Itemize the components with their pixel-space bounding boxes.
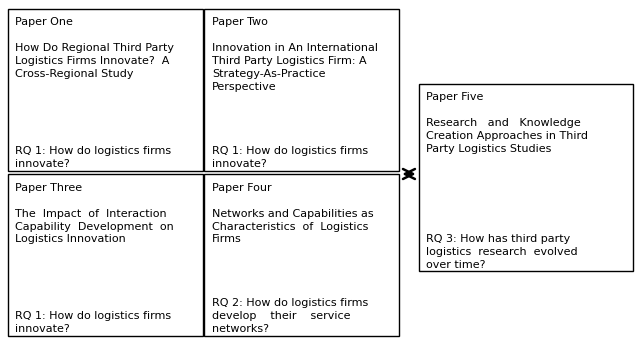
- Text: The  Impact  of  Interaction
Capability  Development  on
Logistics Innovation: The Impact of Interaction Capability Dev…: [15, 209, 174, 244]
- Text: Innovation in An International
Third Party Logistics Firm: A
Strategy-As-Practic: Innovation in An International Third Par…: [212, 44, 378, 92]
- Text: Paper One: Paper One: [15, 17, 73, 27]
- Text: RQ 1: How do logistics firms
innovate?: RQ 1: How do logistics firms innovate?: [15, 146, 171, 169]
- Text: Networks and Capabilities as
Characteristics  of  Logistics
Firms: Networks and Capabilities as Characteris…: [212, 209, 374, 244]
- Text: Paper Five: Paper Five: [426, 92, 484, 102]
- Text: Paper Two: Paper Two: [212, 17, 268, 27]
- Text: RQ 2: How do logistics firms
develop    their    service
networks?: RQ 2: How do logistics firms develop the…: [212, 299, 369, 334]
- Text: RQ 1: How do logistics firms
innovate?: RQ 1: How do logistics firms innovate?: [15, 311, 171, 334]
- Text: Paper Three: Paper Three: [15, 183, 82, 193]
- Text: RQ 3: How has third party
logistics  research  evolved
over time?: RQ 3: How has third party logistics rese…: [426, 234, 578, 270]
- Text: How Do Regional Third Party
Logistics Firms Innovate?  A
Cross-Regional Study: How Do Regional Third Party Logistics Fi…: [15, 44, 174, 79]
- Text: Paper Four: Paper Four: [212, 183, 272, 193]
- Bar: [419, 84, 633, 271]
- Bar: [8, 174, 203, 336]
- Text: Research   and   Knowledge
Creation Approaches in Third
Party Logistics Studies: Research and Knowledge Creation Approach…: [426, 118, 589, 154]
- Bar: [204, 174, 399, 336]
- Bar: [8, 9, 203, 171]
- Bar: [204, 9, 399, 171]
- Text: RQ 1: How do logistics firms
innovate?: RQ 1: How do logistics firms innovate?: [212, 146, 368, 169]
